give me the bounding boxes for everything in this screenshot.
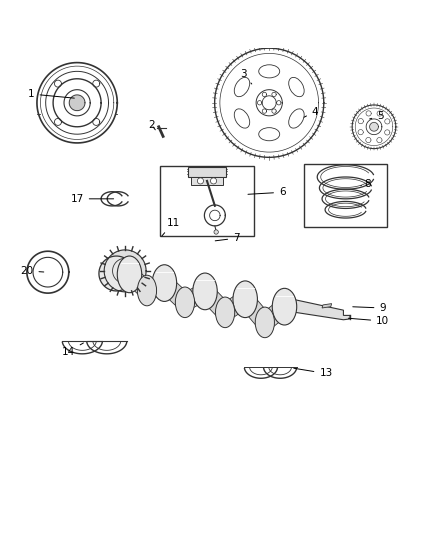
Polygon shape xyxy=(93,118,100,125)
Text: 3: 3 xyxy=(240,69,252,84)
Text: 5: 5 xyxy=(370,111,384,121)
Text: 9: 9 xyxy=(353,303,386,313)
Text: 10: 10 xyxy=(348,316,389,326)
Text: 6: 6 xyxy=(248,187,286,197)
Bar xyxy=(160,166,254,236)
Text: 4: 4 xyxy=(304,107,318,117)
Polygon shape xyxy=(54,80,61,87)
Polygon shape xyxy=(104,250,146,292)
Text: 8: 8 xyxy=(361,179,371,189)
Polygon shape xyxy=(377,138,382,143)
Bar xyxy=(191,177,223,185)
Polygon shape xyxy=(277,101,281,105)
Bar xyxy=(304,164,387,227)
Polygon shape xyxy=(210,210,220,221)
Polygon shape xyxy=(199,285,231,318)
Polygon shape xyxy=(220,292,250,320)
Polygon shape xyxy=(124,268,153,297)
Text: 20: 20 xyxy=(20,266,44,276)
Bar xyxy=(188,167,226,177)
Polygon shape xyxy=(377,111,382,116)
Text: 14: 14 xyxy=(62,343,83,357)
Ellipse shape xyxy=(117,256,142,293)
Ellipse shape xyxy=(259,128,280,141)
Polygon shape xyxy=(366,111,371,116)
Text: 11: 11 xyxy=(162,218,180,236)
Text: 7: 7 xyxy=(215,233,240,243)
Ellipse shape xyxy=(138,275,156,306)
Polygon shape xyxy=(272,109,276,114)
Text: 13: 13 xyxy=(294,368,332,378)
Polygon shape xyxy=(239,294,272,328)
Ellipse shape xyxy=(215,297,235,328)
Ellipse shape xyxy=(233,281,258,318)
Polygon shape xyxy=(272,92,276,96)
Polygon shape xyxy=(181,284,209,310)
Polygon shape xyxy=(322,304,332,308)
Polygon shape xyxy=(262,109,267,114)
Ellipse shape xyxy=(289,109,304,128)
Ellipse shape xyxy=(234,77,250,96)
Ellipse shape xyxy=(272,288,297,325)
Polygon shape xyxy=(385,119,390,124)
Polygon shape xyxy=(259,300,290,329)
Text: 17: 17 xyxy=(71,194,113,204)
Text: 1: 1 xyxy=(28,89,74,99)
Ellipse shape xyxy=(193,273,217,310)
Polygon shape xyxy=(370,123,378,131)
Polygon shape xyxy=(93,80,100,87)
Ellipse shape xyxy=(175,287,194,318)
Polygon shape xyxy=(99,256,134,291)
Polygon shape xyxy=(287,298,350,320)
Circle shape xyxy=(198,178,204,184)
Polygon shape xyxy=(358,118,364,124)
Ellipse shape xyxy=(152,265,177,302)
Circle shape xyxy=(211,178,217,184)
Ellipse shape xyxy=(289,77,304,96)
Polygon shape xyxy=(358,130,363,135)
Text: 2: 2 xyxy=(148,119,155,130)
Ellipse shape xyxy=(255,307,275,338)
Polygon shape xyxy=(366,138,371,143)
Circle shape xyxy=(214,230,219,234)
Polygon shape xyxy=(258,101,262,105)
Polygon shape xyxy=(69,95,85,111)
Polygon shape xyxy=(144,275,168,298)
Polygon shape xyxy=(159,277,191,309)
Polygon shape xyxy=(262,92,267,96)
Polygon shape xyxy=(54,118,61,125)
Polygon shape xyxy=(385,130,390,135)
Ellipse shape xyxy=(234,109,250,128)
Ellipse shape xyxy=(259,65,280,78)
